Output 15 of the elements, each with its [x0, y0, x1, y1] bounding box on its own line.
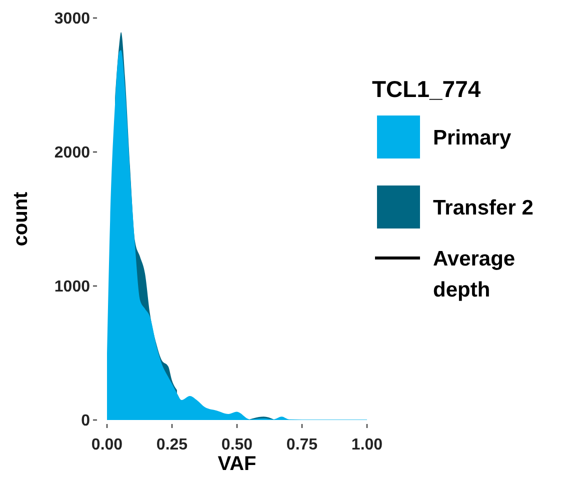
- y-tick-label: 1000: [54, 278, 90, 296]
- y-axis-title: count: [10, 191, 32, 246]
- legend-label: Transfer 2: [433, 196, 534, 220]
- legend-title: TCL1_774: [372, 76, 481, 102]
- x-tick-label: 0.00: [91, 436, 123, 454]
- y-tick-label: 3000: [54, 10, 90, 28]
- x-tick-label: 0.75: [286, 436, 318, 454]
- x-tick-label: 1.00: [351, 436, 383, 454]
- legend-label: Primary: [433, 126, 512, 150]
- y-tick-label: 2000: [54, 144, 90, 162]
- legend-label: Average depth: [433, 247, 516, 302]
- x-tick-label: 0.50: [221, 436, 253, 454]
- x-tick-label: 0.25: [156, 436, 188, 454]
- x-axis-title: VAF: [218, 453, 256, 475]
- y-tick-label: 0: [81, 412, 90, 430]
